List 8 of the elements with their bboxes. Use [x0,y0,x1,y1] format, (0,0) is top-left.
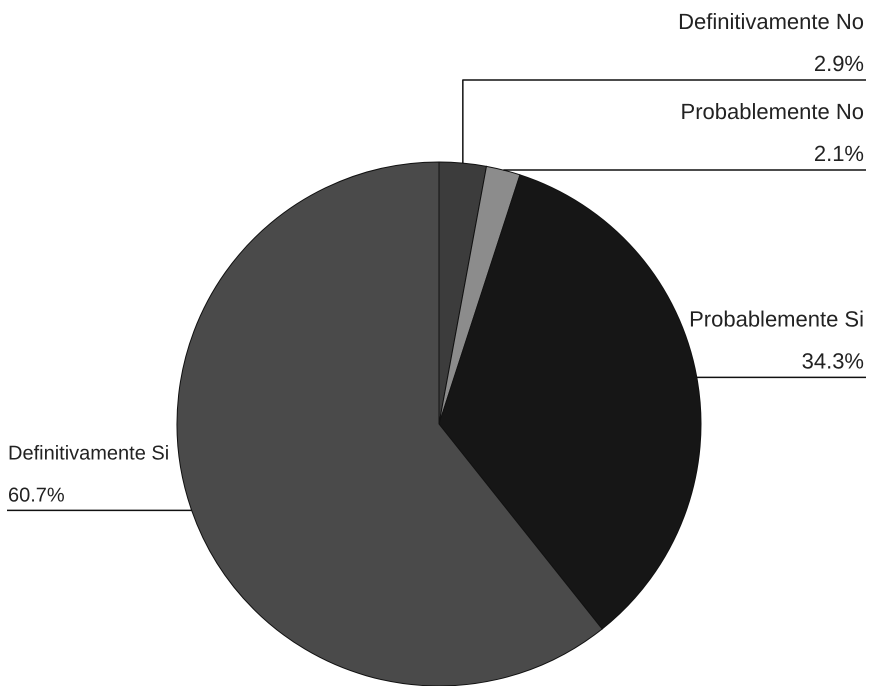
slice-label: Probablemente No [680,99,864,124]
data-label: 2.1% [814,141,864,166]
slice-label: Definitivamente No [678,9,864,34]
data-label: 60.7% [8,484,65,506]
data-label: 2.9% [814,51,864,76]
data-label: 34.3% [802,348,864,374]
slice-label: Probablemente Si [689,306,864,332]
slice-label: Definitivamente Si [8,442,170,464]
